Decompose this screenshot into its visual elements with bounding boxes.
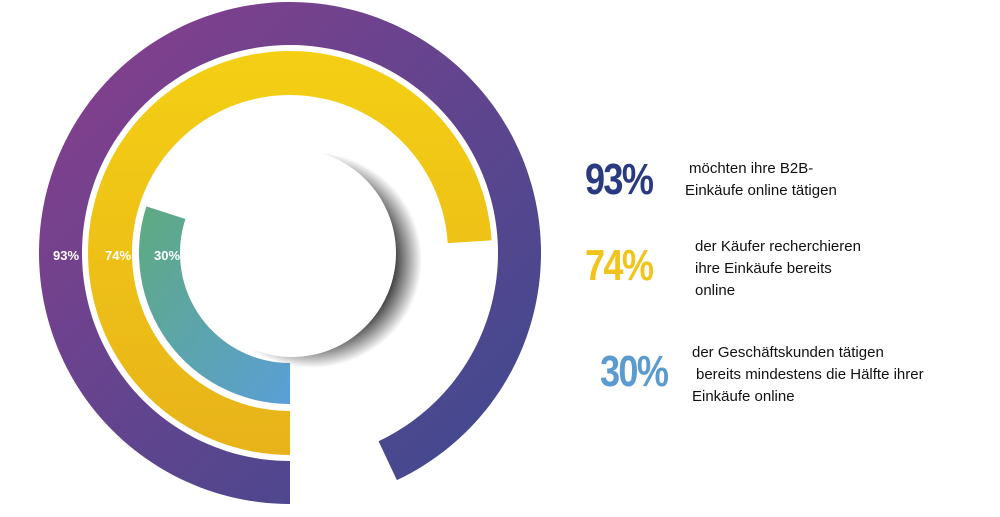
legend-line: bereits mindestens die Hälfte ihrer xyxy=(696,366,924,383)
legend-item-74: 74% der Käufer recherchieren ihre Einkäu… xyxy=(585,238,861,302)
legend-pct-93: 93% xyxy=(585,155,654,204)
legend-desc-30: der Geschäftskunden tätigen bereits mind… xyxy=(692,342,924,408)
legend-pct-74: 74% xyxy=(585,241,654,290)
legend-line: ihre Einkäufe bereits xyxy=(695,260,832,277)
legend-item-93: 93% möchten ihre B2B- Einkäufe online tä… xyxy=(585,158,837,202)
legend-line: der Käufer recherchieren xyxy=(695,238,861,255)
ring-label-74: 74% xyxy=(105,248,131,263)
legend-desc-74: der Käufer recherchieren ihre Einkäufe b… xyxy=(695,236,861,302)
ring-label-30: 30% xyxy=(154,248,180,263)
ring-label-93: 93% xyxy=(53,248,79,263)
legend-line: der Geschäftskunden tätigen xyxy=(692,344,884,361)
legend-desc-93: möchten ihre B2B- Einkäufe online tätige… xyxy=(685,158,837,202)
center-hole xyxy=(188,149,396,357)
legend-pct-30: 30% xyxy=(600,347,669,396)
ring-30 xyxy=(139,206,290,404)
legend-line: Einkäufe online tätigen xyxy=(685,182,837,199)
legend-line: online xyxy=(695,282,736,299)
legend-line: möchten ihre B2B- xyxy=(689,160,814,177)
legend-item-30: 30% der Geschäftskunden tätigen bereits … xyxy=(600,344,924,408)
legend-line: Einkäufe online xyxy=(692,388,795,405)
